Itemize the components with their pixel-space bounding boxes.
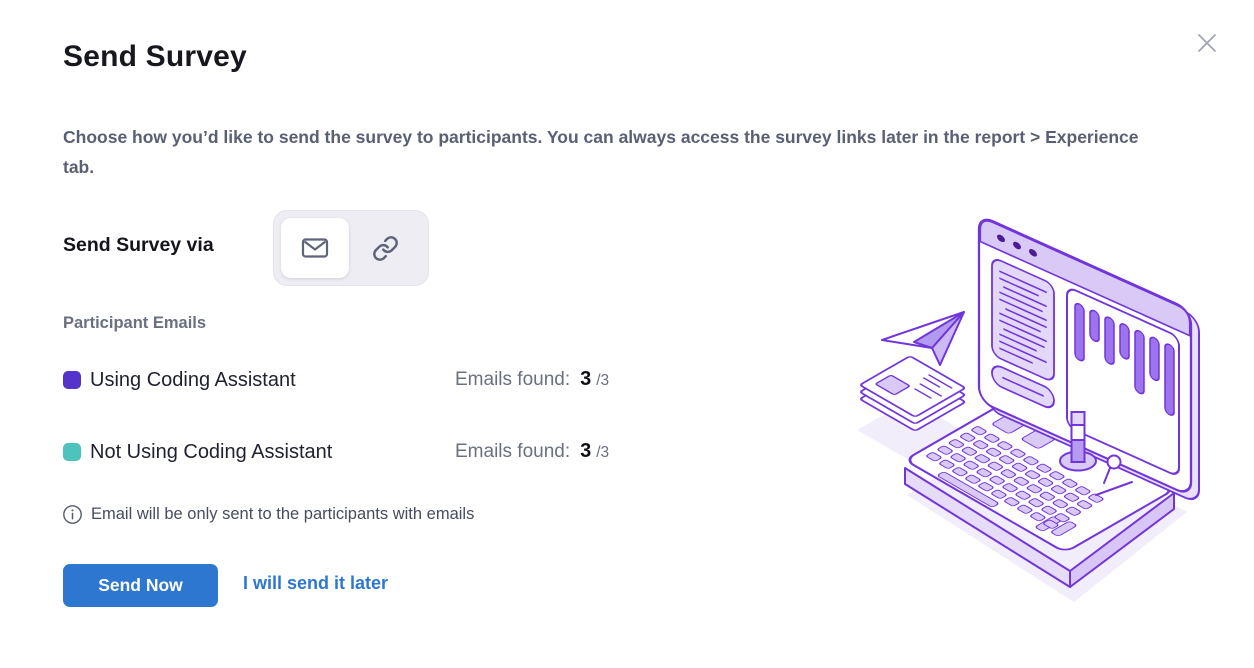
emails-found-total: /3 bbox=[596, 372, 610, 389]
emails-found-label: Emails found: bbox=[455, 369, 571, 390]
send-via-link-button[interactable] bbox=[351, 218, 419, 278]
participant-group-row: Using Coding Assistant bbox=[63, 366, 296, 394]
email-note: Email will be only sent to the participa… bbox=[62, 504, 474, 525]
emails-found-value: 3 bbox=[580, 368, 592, 390]
emails-found-total: /3 bbox=[596, 444, 610, 461]
keyboard-keys bbox=[926, 414, 1104, 537]
papers-shadow bbox=[857, 400, 962, 460]
email-note-text: Email will be only sent to the participa… bbox=[91, 505, 475, 523]
window-dots-icon bbox=[997, 234, 1037, 257]
paper-plane bbox=[881, 311, 965, 366]
papers bbox=[860, 356, 966, 431]
emails-found-label: Emails found: bbox=[455, 441, 571, 462]
keyboard bbox=[908, 399, 1171, 551]
monitor-stand bbox=[1059, 411, 1097, 472]
link-icon bbox=[372, 235, 398, 261]
group-label: Not Using Coding Assistant bbox=[90, 440, 333, 463]
info-icon bbox=[63, 505, 82, 524]
participant-emails-label: Participant Emails bbox=[63, 314, 207, 332]
sidebar-panel bbox=[991, 259, 1055, 381]
send-via-email-button[interactable] bbox=[281, 218, 349, 278]
group-color-swatch bbox=[63, 443, 81, 461]
bar-chart-icon bbox=[1074, 302, 1175, 416]
keyboard-side bbox=[1069, 492, 1175, 588]
pin-icon bbox=[1095, 454, 1133, 496]
send-now-button[interactable]: Send Now bbox=[63, 564, 218, 607]
dialog-title: Send Survey bbox=[63, 40, 247, 73]
sidebar-text-lines bbox=[999, 270, 1047, 364]
dialog-description: Choose how you’d like to send the survey… bbox=[63, 127, 1139, 177]
participant-group-row: Not Using Coding Assistant bbox=[63, 438, 332, 466]
emails-found: Emails found: 3 /3 bbox=[455, 440, 609, 468]
group-color-swatch bbox=[63, 371, 81, 389]
send-later-link[interactable]: I will send it later bbox=[243, 573, 389, 593]
envelope-icon bbox=[301, 238, 329, 258]
survey-illustration bbox=[857, 218, 1200, 602]
monitor bbox=[977, 218, 1200, 501]
send-via-label: Send Survey via bbox=[63, 234, 214, 256]
group-label: Using Coding Assistant bbox=[90, 368, 296, 391]
close-button[interactable] bbox=[1190, 26, 1224, 60]
emails-found: Emails found: 3 /3 bbox=[455, 368, 609, 396]
send-via-toggle bbox=[273, 210, 429, 286]
close-icon bbox=[1198, 34, 1216, 52]
emails-found-value: 3 bbox=[580, 440, 592, 462]
